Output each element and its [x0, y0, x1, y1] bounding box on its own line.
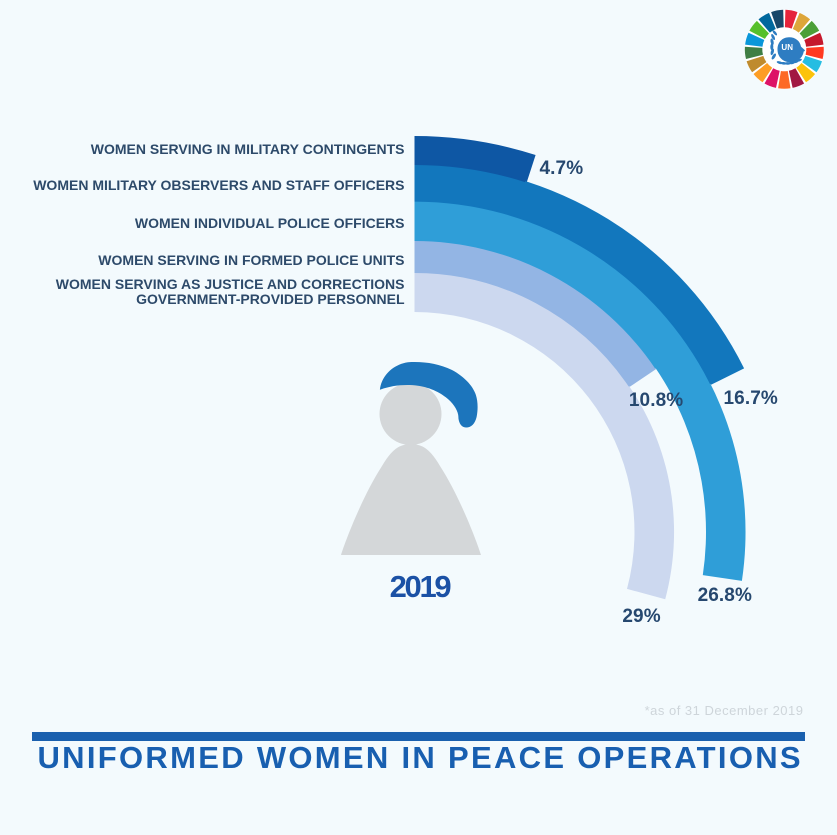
- svg-text:UN: UN: [781, 43, 793, 52]
